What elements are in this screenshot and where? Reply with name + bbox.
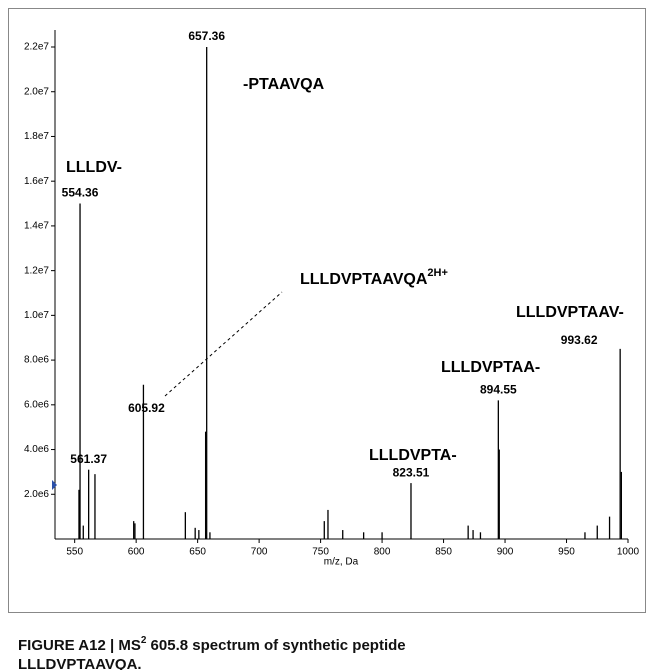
x-tick-label: 600: [128, 547, 145, 558]
x-tick-label: 800: [374, 547, 391, 558]
peak-label: 605.92: [128, 401, 165, 415]
marker: [52, 480, 57, 490]
caption-prefix: FIGURE A12 | MS: [18, 637, 141, 654]
x-tick-label: 550: [66, 547, 83, 558]
y-tick-label: 1.2e7: [24, 265, 49, 276]
precursor-text: LLLDVPTAAVQA: [300, 271, 428, 288]
x-tick-label: 650: [189, 547, 206, 558]
caption-line2: LLLDVPTAAVQA.: [18, 656, 142, 670]
y-tick-label: 2.2e7: [24, 42, 49, 53]
peak-label: 554.36: [62, 186, 99, 200]
peak-label: 561.37: [70, 452, 107, 466]
precursor-label: LLLDVPTAAVQA2H+: [300, 267, 448, 288]
fragment-label: -PTAAVQA: [243, 76, 325, 93]
x-tick-label: 950: [558, 547, 575, 558]
y-tick-label: 2.0e6: [24, 489, 49, 500]
caption: FIGURE A12 | MS2 605.8 spectrum of synth…: [18, 635, 406, 654]
x-tick-label: 850: [435, 547, 452, 558]
fragment-label: LLLDVPTAAV-: [516, 304, 624, 321]
y-tick-label: 1.4e7: [24, 221, 49, 232]
leader-line: [164, 291, 283, 397]
caption-sup: 2: [141, 635, 147, 646]
y-tick-label: 4.0e6: [24, 444, 49, 455]
fragment-label: LLLDV-: [66, 159, 122, 176]
y-tick-label: 6.0e6: [24, 399, 49, 410]
fragment-label: LLLDVPTA-: [369, 447, 457, 464]
y-tick-label: 1.0e7: [24, 310, 49, 321]
y-tick-label: 8.0e6: [24, 355, 49, 366]
x-tick-label: 750: [312, 547, 329, 558]
y-tick-label: 1.6e7: [24, 176, 49, 187]
y-tick-label: 2.0e7: [24, 86, 49, 97]
fragment-label: LLLDVPTAA-: [441, 359, 540, 376]
x-tick-label: 900: [497, 547, 514, 558]
x-tick-label: 1000: [617, 547, 640, 558]
y-tick-label: 1.8e7: [24, 131, 49, 142]
precursor-charge: 2H+: [427, 267, 448, 279]
x-tick-label: 700: [251, 547, 268, 558]
peak-label: 993.62: [561, 333, 598, 347]
peak-label: 894.55: [480, 383, 517, 397]
peak-label: 823.51: [393, 465, 430, 479]
frame: [8, 8, 646, 613]
peak-label: 657.36: [188, 29, 225, 43]
x-axis-label: m/z, Da: [324, 557, 359, 568]
caption-line1: 605.8 spectrum of synthetic peptide: [146, 637, 405, 654]
